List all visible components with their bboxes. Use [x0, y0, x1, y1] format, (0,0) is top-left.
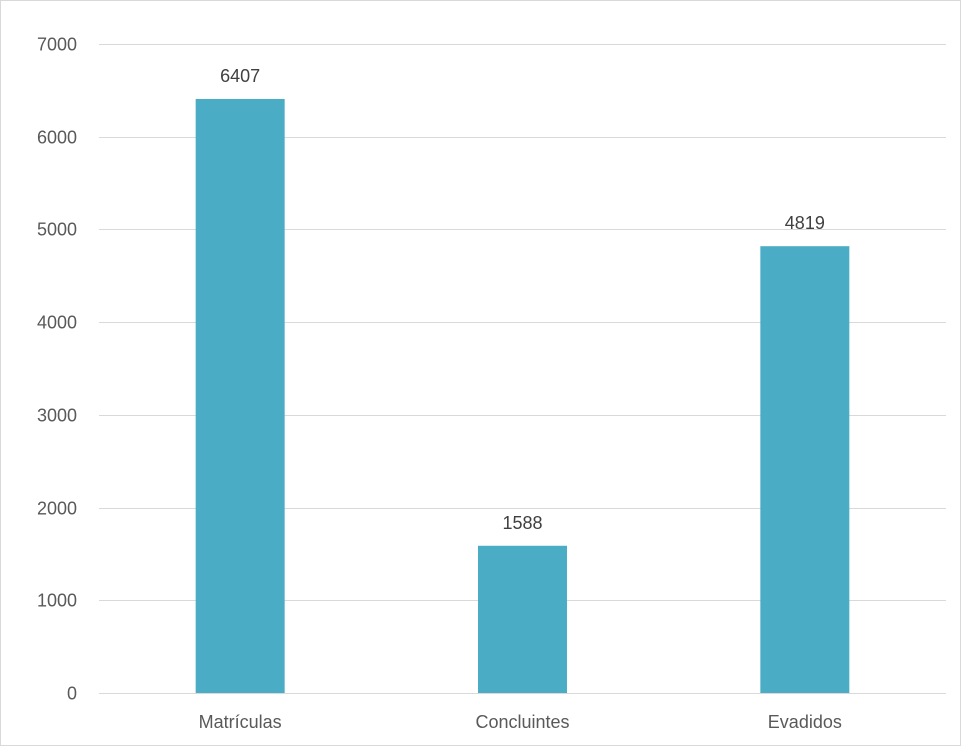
data-label: 1588 — [502, 513, 542, 533]
y-axis-tick-labels: 0 1000 2000 3000 4000 5000 6000 7000 — [37, 35, 77, 704]
y-tick-label: 6000 — [37, 128, 77, 148]
x-category-label: Concluintes — [475, 712, 569, 732]
data-label: 6407 — [220, 66, 260, 86]
x-axis-category-labels: Matrículas Concluintes Evadidos — [199, 712, 842, 732]
bar-evadidos — [760, 246, 850, 694]
data-labels: 6407 1588 4819 — [220, 66, 825, 533]
y-tick-label: 0 — [67, 684, 77, 704]
bars — [195, 98, 850, 694]
y-tick-label: 3000 — [37, 406, 77, 426]
bar-matrículas — [195, 98, 285, 694]
y-tick-label: 7000 — [37, 35, 77, 55]
x-category-label: Matrículas — [199, 712, 282, 732]
y-tick-label: 5000 — [37, 220, 77, 240]
y-tick-label: 2000 — [37, 499, 77, 519]
y-tick-label: 1000 — [37, 591, 77, 611]
x-category-label: Evadidos — [768, 712, 842, 732]
data-label: 4819 — [785, 213, 825, 233]
y-tick-label: 4000 — [37, 313, 77, 333]
bar-concluintes — [478, 545, 567, 693]
